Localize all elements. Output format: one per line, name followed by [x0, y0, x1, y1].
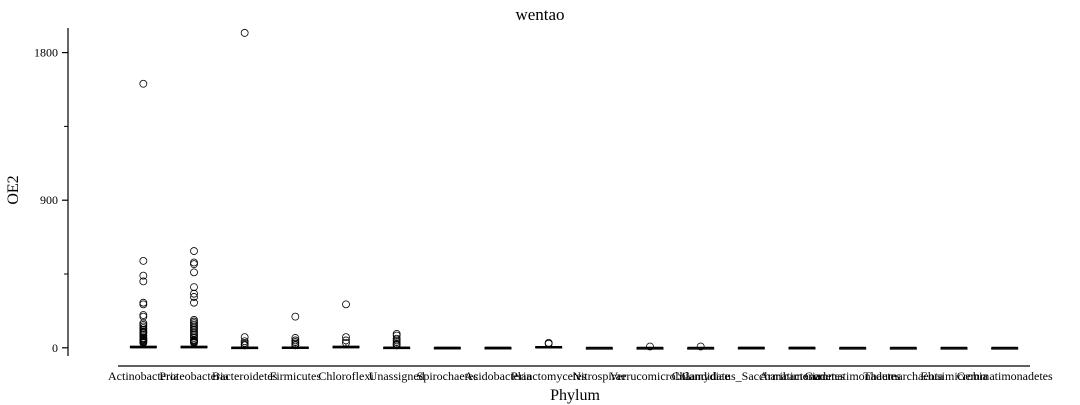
outlier-point	[696, 342, 705, 351]
box-group	[687, 342, 715, 351]
box-group	[535, 338, 563, 349]
outlier-point	[139, 338, 148, 347]
outlier-point	[342, 338, 350, 347]
x-axis-title: Phylum	[550, 387, 600, 404]
outlier-point	[139, 271, 148, 280]
x-tick-label: Acidobacteria	[464, 369, 532, 383]
outlier-point	[544, 339, 553, 348]
outlier-point	[190, 283, 198, 292]
outlier-point	[139, 298, 148, 307]
x-tick-label: Spirochaetes	[417, 369, 479, 383]
box-group	[737, 346, 765, 350]
axes: 0 900 1800 ActinobacteriaProteobacteriaBact…	[34, 28, 1053, 383]
outlier-point	[291, 341, 300, 350]
x-tick-label: Unassigned	[369, 369, 425, 383]
box-group	[889, 346, 917, 350]
box-group	[433, 346, 461, 350]
outlier-point	[291, 312, 300, 321]
box-group	[129, 79, 157, 349]
outlier-point	[190, 268, 198, 277]
box-group	[991, 346, 1019, 350]
outlier-point	[240, 341, 249, 350]
outlier-point	[342, 300, 350, 309]
x-tick-label: Chlamydiae	[672, 369, 730, 383]
outlier-point	[240, 29, 249, 37]
y-tick-label: 1800	[34, 46, 58, 60]
x-tick-label: Verrucomicrobia	[610, 369, 691, 383]
box-group	[585, 346, 613, 350]
y-axis-title: OE2	[5, 175, 22, 204]
x-tick-label: Actinobacteria	[108, 369, 179, 383]
x-tick-label: Planctomycetes	[511, 369, 587, 383]
y-tick-label: 0	[52, 341, 58, 355]
x-tick-label: Proteobacteria	[159, 369, 229, 383]
box-group	[180, 247, 208, 349]
outlier-point	[342, 333, 350, 342]
outlier-point	[190, 258, 198, 267]
x-tick-label: Candidatus_Saccharibacteria	[682, 369, 822, 383]
box-group	[839, 346, 867, 350]
x-tick-label: Gemmatimonadetes	[805, 369, 901, 383]
outlier-point	[139, 79, 148, 88]
chart-title: wentao	[515, 5, 564, 24]
outlier-point	[190, 298, 198, 307]
x-tick-label: Elusimicrobia	[920, 369, 988, 383]
outlier-point	[139, 256, 148, 265]
outlier-point	[139, 300, 148, 309]
outlier-point	[392, 331, 401, 340]
x-tick-label: Armatimonadetes	[759, 369, 845, 383]
outlier-point	[392, 341, 401, 350]
box-group	[281, 312, 309, 350]
x-tick-label: Firmicutes	[270, 369, 322, 383]
y-tick-label: 900	[40, 193, 58, 207]
outlier-point	[342, 336, 350, 345]
outlier-point	[190, 293, 198, 301]
box-group	[231, 29, 259, 350]
outlier-point	[139, 312, 148, 321]
outlier-point	[190, 260, 198, 269]
x-tick-label: Chloroflexi	[318, 369, 374, 383]
x-tick-label: Nitrospirae	[572, 369, 626, 383]
plot-area	[129, 29, 1019, 351]
x-tick-label: Gemmatimonadetes	[957, 369, 1053, 383]
box-group	[636, 342, 664, 351]
outlier-point	[190, 247, 198, 255]
box-group	[788, 346, 816, 350]
outlier-point	[190, 289, 198, 298]
outlier-point	[139, 311, 148, 319]
box-group	[484, 346, 512, 350]
outlier-point	[139, 277, 148, 286]
box-group	[383, 329, 411, 350]
x-tick-label: Thaumarchaeota	[863, 369, 944, 383]
outlier-point	[646, 342, 654, 351]
x-tick-label: Bacteroidetes	[212, 369, 278, 383]
box-group	[332, 300, 360, 349]
box-group	[940, 346, 968, 350]
outlier-point	[190, 338, 198, 347]
